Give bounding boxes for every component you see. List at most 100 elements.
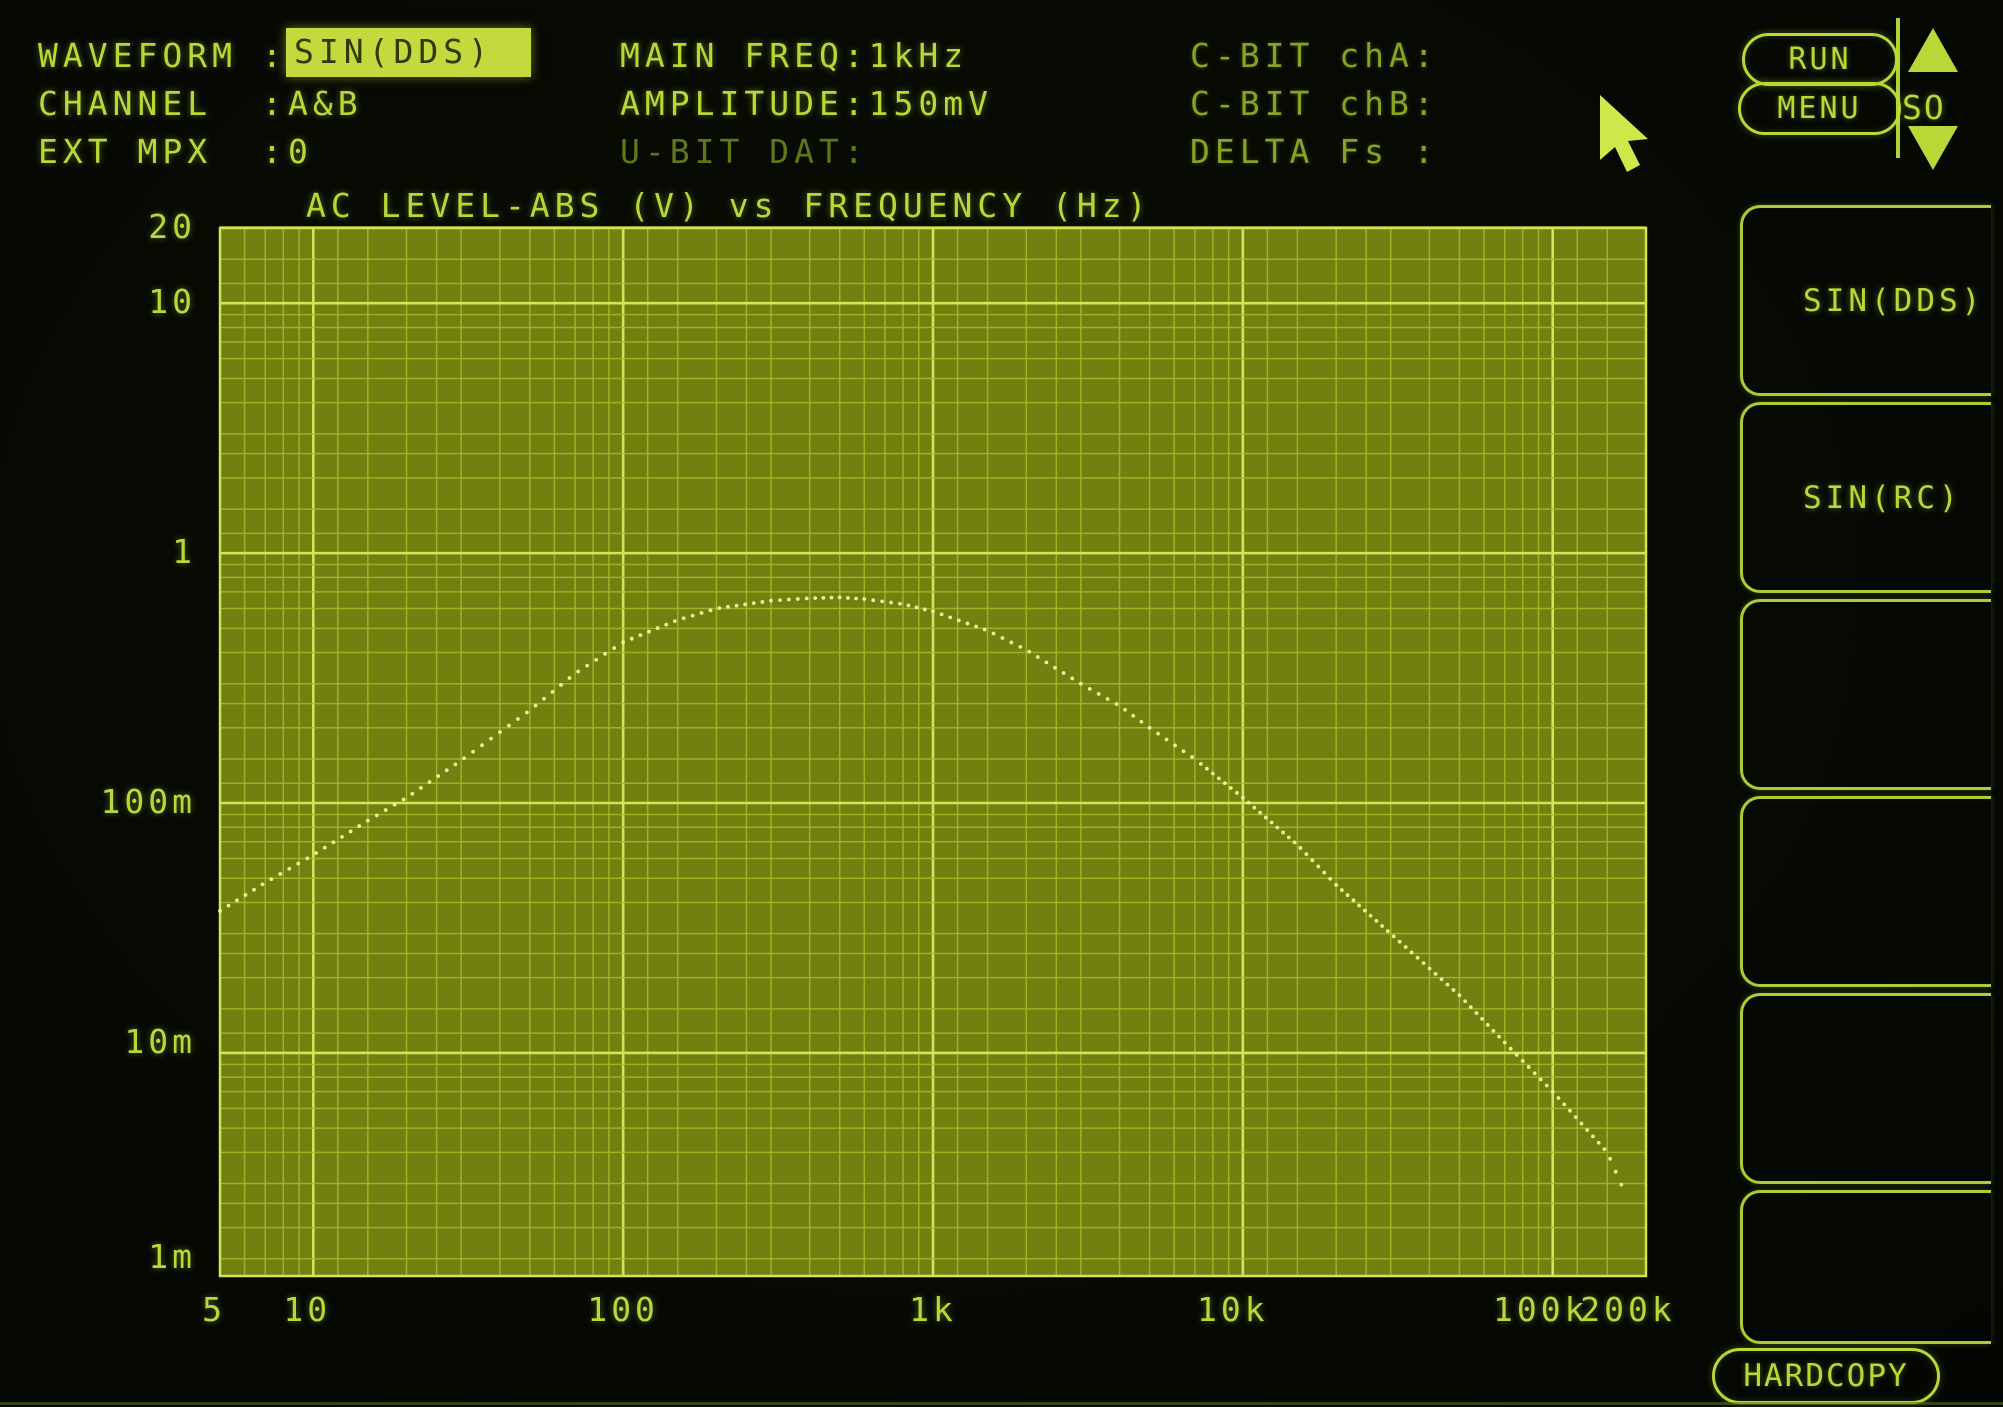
trace-dot bbox=[1451, 988, 1456, 992]
trace-dot bbox=[471, 749, 475, 754]
trace-dot bbox=[655, 626, 660, 631]
trace-dot bbox=[769, 598, 773, 603]
trace-dot bbox=[1397, 939, 1402, 944]
trace-dot bbox=[1281, 830, 1285, 835]
trace-dot bbox=[1508, 1046, 1513, 1051]
trace-dot bbox=[1585, 1128, 1590, 1132]
trace-dot bbox=[594, 657, 599, 662]
trace-dot bbox=[383, 808, 388, 812]
trace-dot bbox=[760, 600, 765, 604]
side-menu-cell-3[interactable] bbox=[1740, 599, 1991, 790]
hardcopy-button[interactable]: HARDCOPY bbox=[1712, 1348, 1940, 1404]
trace-dot bbox=[1234, 790, 1239, 795]
side-menu-cell-4[interactable] bbox=[1740, 796, 1991, 987]
waveform-label: WAVEFORM bbox=[38, 36, 237, 75]
side-menu-cell-5[interactable] bbox=[1740, 993, 1991, 1184]
trace-dot bbox=[681, 616, 686, 621]
trace-dot bbox=[1258, 810, 1262, 815]
trace-dot bbox=[717, 606, 722, 611]
trace-dot bbox=[1190, 755, 1194, 759]
x-axis-tick-label: 10k bbox=[1197, 1290, 1269, 1329]
trace-dot bbox=[906, 603, 911, 608]
trace-dot bbox=[314, 851, 319, 855]
trace-dot bbox=[1502, 1040, 1507, 1045]
scroll-up-icon[interactable] bbox=[1908, 28, 1958, 72]
trace-dot bbox=[1538, 1077, 1543, 1082]
trace-dot bbox=[1018, 645, 1023, 649]
trace-dot bbox=[1427, 966, 1432, 971]
trace-dot bbox=[1514, 1052, 1519, 1057]
trace-dot bbox=[1345, 893, 1350, 898]
trace-dot bbox=[880, 599, 885, 604]
trace-dot bbox=[1357, 903, 1362, 908]
trace-dot bbox=[1385, 929, 1390, 934]
menu-button[interactable]: MENU bbox=[1738, 82, 1901, 135]
trace-dot bbox=[1468, 1005, 1473, 1010]
trace-dot bbox=[1445, 982, 1450, 987]
scroll-down-icon[interactable] bbox=[1908, 126, 1958, 170]
trace-dot bbox=[1269, 820, 1274, 825]
side-menu-cell-1[interactable]: SIN(DDS) bbox=[1740, 205, 1991, 396]
trace-dot bbox=[1568, 1108, 1572, 1113]
trace-dot bbox=[1147, 725, 1152, 730]
trace-dot bbox=[862, 597, 867, 601]
trace-dot bbox=[374, 813, 379, 818]
trace-dot bbox=[322, 845, 327, 850]
waveform-value[interactable]: SIN(DDS) bbox=[286, 28, 531, 77]
trace-dot bbox=[795, 597, 800, 601]
trace-dot bbox=[708, 608, 713, 613]
amplitude-field[interactable]: AMPLITUDE:150mV bbox=[620, 84, 994, 123]
mouse-cursor-icon bbox=[1600, 95, 1648, 172]
chart-title: AC LEVEL-ABS (V) vs FREQUENCY (Hz) bbox=[306, 186, 1152, 225]
trace-dot bbox=[1181, 749, 1186, 754]
trace-dot bbox=[567, 676, 572, 680]
trace-dot bbox=[1298, 846, 1303, 850]
trace-dot bbox=[1087, 686, 1092, 691]
plot-border bbox=[218, 226, 1648, 1278]
main-freq-field[interactable]: MAIN FREQ:1kHz bbox=[620, 36, 969, 75]
trace-dot bbox=[559, 683, 563, 687]
trace-dot bbox=[419, 786, 423, 790]
trace-dot bbox=[1351, 898, 1356, 903]
trace-dot bbox=[965, 621, 970, 626]
side-menu-cell-2[interactable]: SIN(RC) bbox=[1740, 402, 1991, 593]
trace-dot bbox=[1409, 950, 1414, 955]
trace-dot bbox=[1532, 1071, 1537, 1076]
trace-dot bbox=[576, 669, 581, 674]
x-axis-tick-label: 100k bbox=[1492, 1290, 1589, 1329]
waveform-colon: : bbox=[262, 36, 287, 75]
trace-dot bbox=[1562, 1102, 1567, 1107]
trace-dot bbox=[672, 619, 677, 624]
trace-dot bbox=[1173, 743, 1177, 748]
trace-dot bbox=[1526, 1065, 1531, 1069]
trace-dot bbox=[1334, 883, 1339, 887]
side-menu-cell-label: SIN(RC) bbox=[1803, 479, 1962, 516]
trace-dot bbox=[1596, 1140, 1601, 1145]
x-axis-tick-label: 10 bbox=[283, 1290, 332, 1329]
trace-dot bbox=[269, 877, 274, 882]
trace-dot bbox=[489, 736, 493, 741]
ext-mpx-colon: : bbox=[262, 132, 287, 171]
trace-dot bbox=[1602, 1147, 1607, 1152]
run-button[interactable]: RUN bbox=[1742, 33, 1898, 86]
trace-dot bbox=[305, 856, 310, 861]
side-menu-cell-label: SIN(DDS) bbox=[1803, 282, 1985, 319]
trace-dot bbox=[1380, 924, 1384, 928]
trace-dot bbox=[1096, 692, 1101, 696]
trace-dot bbox=[243, 893, 248, 897]
trace-dot bbox=[982, 627, 987, 632]
trace-dot bbox=[1240, 795, 1245, 800]
trace-dot bbox=[1491, 1028, 1496, 1033]
channel-value[interactable]: A&B bbox=[288, 84, 363, 123]
trace-dot bbox=[296, 861, 301, 866]
trace-dot bbox=[1497, 1034, 1501, 1039]
trace-dot bbox=[1105, 697, 1110, 701]
trace-dot bbox=[427, 780, 432, 784]
channel-colon: : bbox=[262, 84, 287, 123]
trace-dot bbox=[1608, 1156, 1612, 1161]
ext-mpx-value[interactable]: 0 bbox=[288, 132, 313, 171]
side-menu-cell-6[interactable] bbox=[1740, 1190, 1991, 1344]
trace-dot bbox=[931, 609, 935, 614]
trace-dot bbox=[804, 596, 809, 601]
